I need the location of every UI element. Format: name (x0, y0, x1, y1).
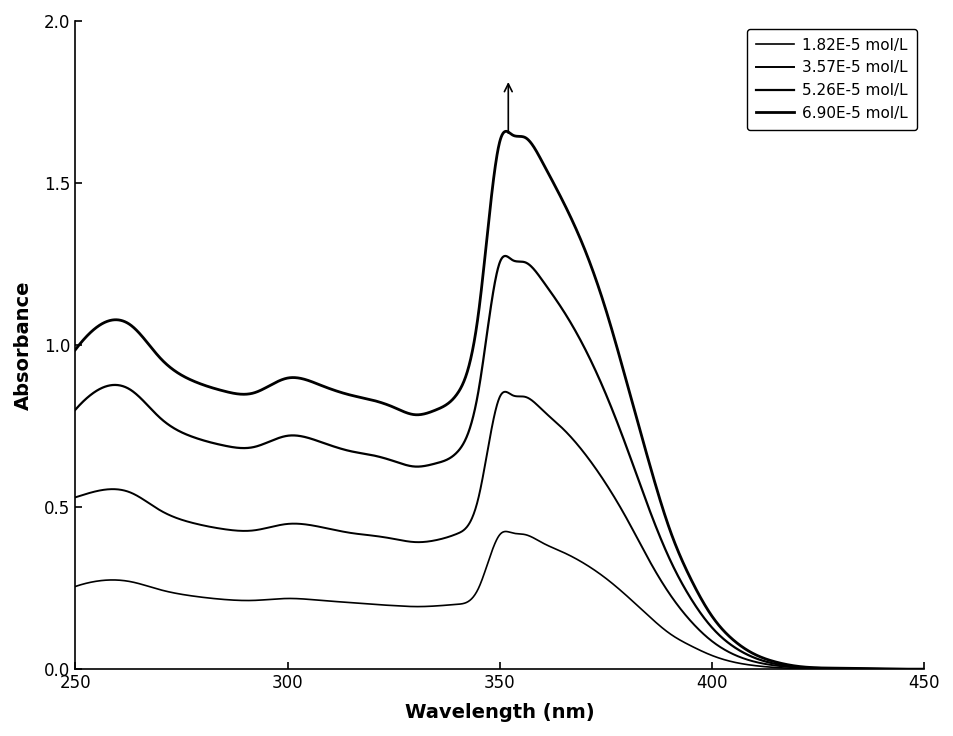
6.90E-5 mol/L (459, 372, 471, 381)
5.26E-5 mol/L (876, 665, 887, 673)
3.57E-5 mol/L (738, 654, 749, 663)
1.82E-5 mol/L (918, 665, 929, 673)
1.82E-5 mol/L (894, 665, 905, 673)
3.57E-5 mol/L (894, 665, 905, 673)
3.57E-5 mol/L (498, 387, 510, 396)
5.26E-5 mol/L (482, 321, 494, 330)
6.90E-5 mol/L (70, 345, 81, 354)
1.82E-5 mol/L (894, 665, 905, 673)
3.57E-5 mol/L (70, 493, 81, 502)
3.57E-5 mol/L (459, 524, 471, 533)
3.57E-5 mol/L (482, 443, 494, 452)
6.90E-5 mol/L (112, 316, 124, 325)
6.90E-5 mol/L (738, 644, 749, 653)
1.82E-5 mol/L (112, 576, 124, 584)
1.82E-5 mol/L (876, 665, 887, 673)
3.57E-5 mol/L (918, 665, 929, 673)
6.90E-5 mol/L (902, 665, 914, 673)
1.82E-5 mol/L (482, 558, 494, 567)
5.26E-5 mol/L (112, 381, 124, 389)
3.57E-5 mol/L (112, 485, 124, 494)
5.26E-5 mol/L (918, 665, 929, 673)
6.90E-5 mol/L (482, 222, 494, 231)
Line: 5.26E-5 mol/L: 5.26E-5 mol/L (75, 256, 923, 669)
Line: 3.57E-5 mol/L: 3.57E-5 mol/L (75, 392, 923, 669)
1.82E-5 mol/L (70, 582, 81, 591)
X-axis label: Wavelength (nm): Wavelength (nm) (405, 703, 594, 722)
6.90E-5 mol/L (918, 665, 929, 673)
6.90E-5 mol/L (894, 665, 905, 673)
1.82E-5 mol/L (738, 659, 749, 668)
6.90E-5 mol/L (499, 127, 511, 135)
5.26E-5 mol/L (70, 406, 81, 414)
5.26E-5 mol/L (738, 648, 749, 657)
5.26E-5 mol/L (498, 252, 510, 261)
3.57E-5 mol/L (894, 665, 905, 673)
Line: 6.90E-5 mol/L: 6.90E-5 mol/L (75, 131, 923, 669)
5.26E-5 mol/L (894, 665, 905, 673)
5.26E-5 mol/L (894, 665, 905, 673)
1.82E-5 mol/L (499, 527, 511, 536)
5.26E-5 mol/L (459, 435, 471, 444)
Line: 1.82E-5 mol/L: 1.82E-5 mol/L (75, 531, 923, 669)
6.90E-5 mol/L (893, 665, 904, 673)
Legend: 1.82E-5 mol/L, 3.57E-5 mol/L, 5.26E-5 mol/L, 6.90E-5 mol/L: 1.82E-5 mol/L, 3.57E-5 mol/L, 5.26E-5 mo… (746, 29, 916, 130)
Y-axis label: Absorbance: Absorbance (14, 280, 32, 410)
3.57E-5 mol/L (876, 665, 887, 673)
1.82E-5 mol/L (459, 598, 471, 607)
